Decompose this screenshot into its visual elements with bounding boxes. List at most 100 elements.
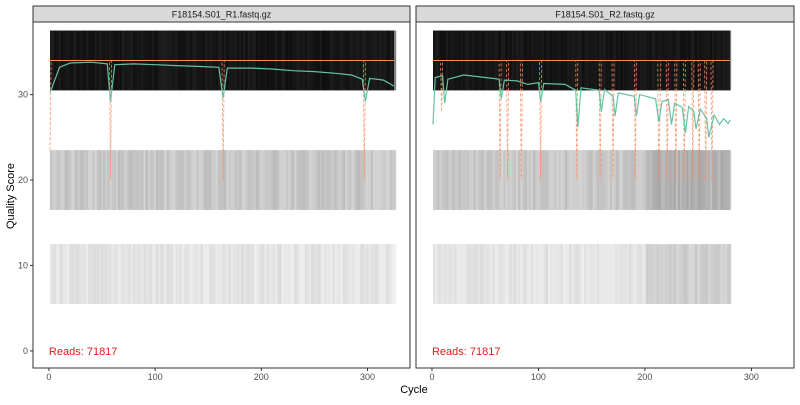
- heat-cell: [160, 150, 163, 210]
- heat-cell: [439, 150, 442, 210]
- heat-cell: [124, 244, 127, 304]
- heat-cell: [660, 244, 664, 304]
- heat-cell: [296, 150, 299, 210]
- heat-cell: [513, 244, 517, 304]
- heat-cell: [614, 150, 617, 210]
- heat-cell: [270, 150, 274, 210]
- heat-cell: [475, 244, 478, 304]
- heat-cell: [160, 244, 163, 304]
- heat-cell: [111, 150, 114, 210]
- heat-cell: [173, 244, 176, 304]
- heat-cell: [253, 244, 257, 304]
- heat-cell: [109, 244, 112, 304]
- heat-cell: [147, 150, 150, 210]
- heat-cell: [558, 150, 561, 210]
- heat-cell: [582, 244, 585, 304]
- heat-cell: [226, 244, 229, 304]
- heat-cell: [164, 150, 167, 210]
- heat-cell: [73, 244, 76, 304]
- heat-cell: [464, 244, 468, 304]
- heat-cell: [377, 244, 380, 304]
- heat-cell: [680, 150, 683, 210]
- heat-cell: [682, 150, 685, 210]
- heat-cell: [185, 150, 189, 210]
- heat-cell: [287, 150, 290, 210]
- heat-cell: [496, 150, 500, 210]
- heat-cell: [319, 150, 322, 210]
- heat-cell: [266, 244, 269, 304]
- heat-cell: [628, 150, 632, 210]
- reads-count-label: Reads: 71817: [432, 346, 501, 358]
- heat-cell: [109, 150, 112, 210]
- heat-cell: [368, 244, 371, 304]
- heat-cell: [190, 150, 193, 210]
- heat-cell: [347, 150, 350, 210]
- heat-cell: [173, 150, 176, 210]
- heat-cell: [351, 150, 354, 210]
- heat-cell: [345, 150, 348, 210]
- heat-cell: [141, 244, 144, 304]
- heat-cell: [718, 244, 721, 304]
- heat-cell: [364, 244, 367, 304]
- heat-cell: [637, 244, 640, 304]
- heat-cell: [198, 244, 201, 304]
- heat-cell: [729, 150, 732, 210]
- heat-cell: [682, 244, 685, 304]
- heat-cell: [54, 244, 57, 304]
- heat-cell: [543, 150, 546, 210]
- heat-cell: [188, 244, 191, 304]
- heat-cell: [518, 244, 521, 304]
- facet-panel-2: F18154.S01_R2.fastq.gz Reads: 71817 0 100 20…: [415, 5, 795, 382]
- heat-cell: [58, 244, 61, 304]
- heat-cell: [554, 244, 557, 304]
- heat-cell: [522, 150, 525, 210]
- heat-cell: [530, 244, 534, 304]
- heat-cell: [379, 244, 382, 304]
- heat-cell: [503, 150, 506, 210]
- heat-cell: [503, 244, 506, 304]
- heat-cell: [516, 244, 519, 304]
- heat-cell: [454, 244, 457, 304]
- heat-cell: [374, 150, 378, 210]
- heat-cell: [539, 244, 542, 304]
- heat-cell: [137, 150, 140, 210]
- heat-cell: [377, 150, 380, 210]
- heat-cell: [111, 244, 114, 304]
- heat-cell: [209, 150, 212, 210]
- heat-cell: [249, 150, 252, 210]
- heat-cell: [450, 244, 453, 304]
- heat-cell: [364, 150, 367, 210]
- heat-cell: [230, 244, 233, 304]
- heat-cell: [641, 150, 644, 210]
- heat-cell: [665, 244, 668, 304]
- heat-cell: [391, 244, 395, 304]
- heat-cell: [217, 244, 220, 304]
- heat-cell: [279, 244, 282, 304]
- heat-cell: [243, 150, 246, 210]
- heat-cell: [134, 150, 138, 210]
- heat-cell: [296, 244, 299, 304]
- heat-cell: [387, 150, 390, 210]
- heat-cell: [247, 150, 250, 210]
- heat-cell: [507, 150, 510, 210]
- heat-cell: [597, 244, 600, 304]
- heat-cell: [88, 244, 91, 304]
- heat-cell: [355, 244, 358, 304]
- heat-cell: [277, 150, 280, 210]
- heat-cell: [526, 150, 529, 210]
- heat-cell: [383, 150, 386, 210]
- heat-cell: [648, 150, 651, 210]
- mean-quality-line: [432, 74, 731, 138]
- heat-cell: [100, 244, 104, 304]
- heat-cell: [156, 150, 159, 210]
- heat-cell: [513, 150, 517, 210]
- heat-cell: [277, 244, 280, 304]
- heat-cell: [511, 150, 514, 210]
- heat-cell: [616, 244, 619, 304]
- heat-cell: [688, 150, 691, 210]
- heat-cell: [588, 244, 591, 304]
- heat-cell: [145, 150, 148, 210]
- heat-cell: [126, 150, 129, 210]
- heat-cell: [471, 244, 474, 304]
- heat-cell: [605, 150, 608, 210]
